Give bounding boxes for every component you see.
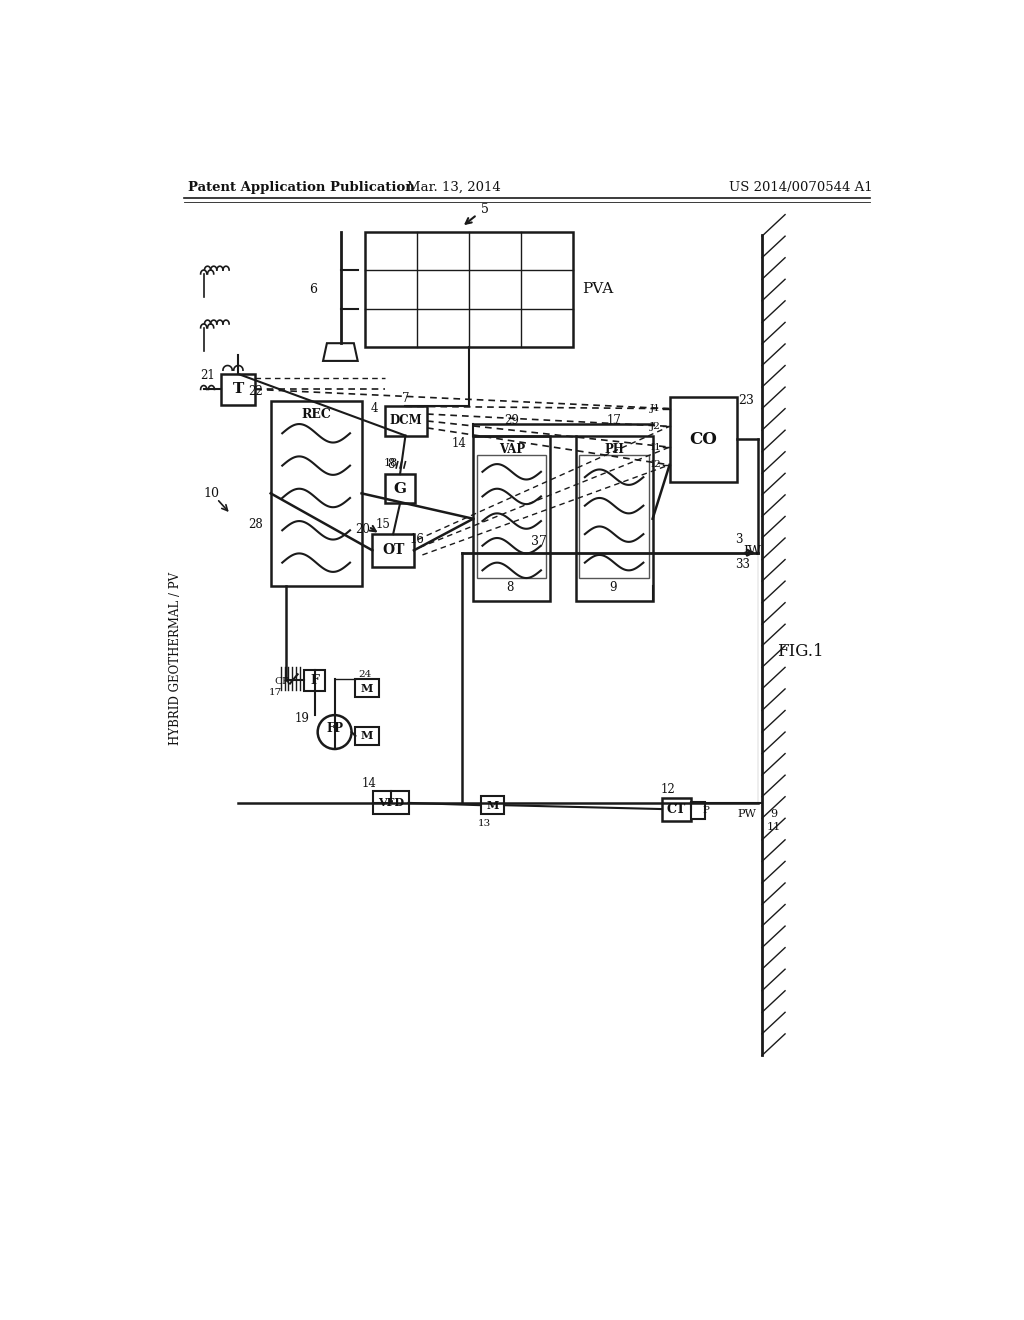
Text: 37: 37 <box>530 535 547 548</box>
Bar <box>662 797 691 821</box>
Bar <box>473 436 550 601</box>
Text: Mar. 13, 2014: Mar. 13, 2014 <box>408 181 501 194</box>
Text: 11: 11 <box>766 822 780 832</box>
Text: 17: 17 <box>606 413 622 426</box>
Bar <box>373 792 409 814</box>
Text: CT: CT <box>667 803 686 816</box>
Text: Patent Application Publication: Patent Application Publication <box>188 181 415 194</box>
Bar <box>355 678 379 697</box>
Bar <box>270 401 361 586</box>
Text: F: F <box>310 675 319 686</box>
Bar <box>575 436 652 601</box>
Text: I2: I2 <box>650 461 662 470</box>
Bar <box>477 455 547 578</box>
Text: 23: 23 <box>738 395 755 408</box>
Polygon shape <box>323 343 357 360</box>
Bar <box>580 455 649 578</box>
Text: T: T <box>232 383 244 396</box>
Text: VFD: VFD <box>378 797 403 808</box>
Bar <box>691 803 705 818</box>
Bar <box>670 397 737 482</box>
Bar <box>385 407 427 436</box>
Bar <box>366 231 573 347</box>
Text: 6: 6 <box>309 282 317 296</box>
Text: P: P <box>702 807 710 814</box>
Text: 5: 5 <box>481 203 488 216</box>
Text: 13: 13 <box>478 820 492 828</box>
Text: 14: 14 <box>452 437 467 450</box>
Text: HYBRID GEOTHERMAL / PV: HYBRID GEOTHERMAL / PV <box>169 573 181 746</box>
Text: 15: 15 <box>376 517 390 531</box>
Circle shape <box>317 715 351 748</box>
Bar <box>385 474 416 503</box>
Text: PW: PW <box>737 809 756 820</box>
Text: 17: 17 <box>268 688 282 697</box>
Text: M: M <box>360 682 373 694</box>
Text: 4: 4 <box>370 403 378 416</box>
Text: 16: 16 <box>410 533 424 546</box>
Text: J1: J1 <box>650 404 662 413</box>
Text: CO: CO <box>689 430 718 447</box>
Text: 22: 22 <box>248 385 263 399</box>
Text: 8: 8 <box>387 458 394 471</box>
Text: 10: 10 <box>204 487 219 500</box>
Text: M: M <box>486 800 499 810</box>
Text: 18: 18 <box>384 458 398 469</box>
Bar <box>221 374 255 405</box>
Bar <box>355 726 379 744</box>
Text: 12: 12 <box>660 783 676 796</box>
Text: 28: 28 <box>248 517 263 531</box>
Text: 19: 19 <box>295 711 309 725</box>
Text: 24: 24 <box>358 669 372 678</box>
Text: 21: 21 <box>200 370 215 381</box>
Text: CR: CR <box>274 677 290 686</box>
Text: PVA: PVA <box>583 282 613 296</box>
Bar <box>304 669 326 692</box>
Text: VAP: VAP <box>499 444 524 455</box>
Text: M: M <box>360 730 373 742</box>
Text: J2: J2 <box>650 422 662 430</box>
Text: 3: 3 <box>735 533 742 546</box>
Text: OT: OT <box>382 544 404 557</box>
Text: PH: PH <box>604 444 624 455</box>
Text: 7: 7 <box>401 392 410 405</box>
Text: 29: 29 <box>504 413 519 426</box>
Bar <box>481 796 504 814</box>
Text: FP: FP <box>326 722 343 735</box>
Text: 33: 33 <box>735 557 751 570</box>
Text: G: G <box>393 482 407 496</box>
Text: 9: 9 <box>609 581 616 594</box>
Text: DCM: DCM <box>389 414 422 428</box>
Text: FIG.1: FIG.1 <box>777 643 823 660</box>
Text: REC: REC <box>301 408 331 421</box>
Text: 20: 20 <box>355 523 371 536</box>
Text: 8: 8 <box>507 581 514 594</box>
Text: US 2014/0070544 A1: US 2014/0070544 A1 <box>729 181 872 194</box>
Text: 9: 9 <box>770 809 777 820</box>
Text: I1: I1 <box>650 442 662 451</box>
Text: 14: 14 <box>361 777 377 791</box>
Text: IW: IW <box>743 545 761 557</box>
Bar <box>373 535 414 566</box>
